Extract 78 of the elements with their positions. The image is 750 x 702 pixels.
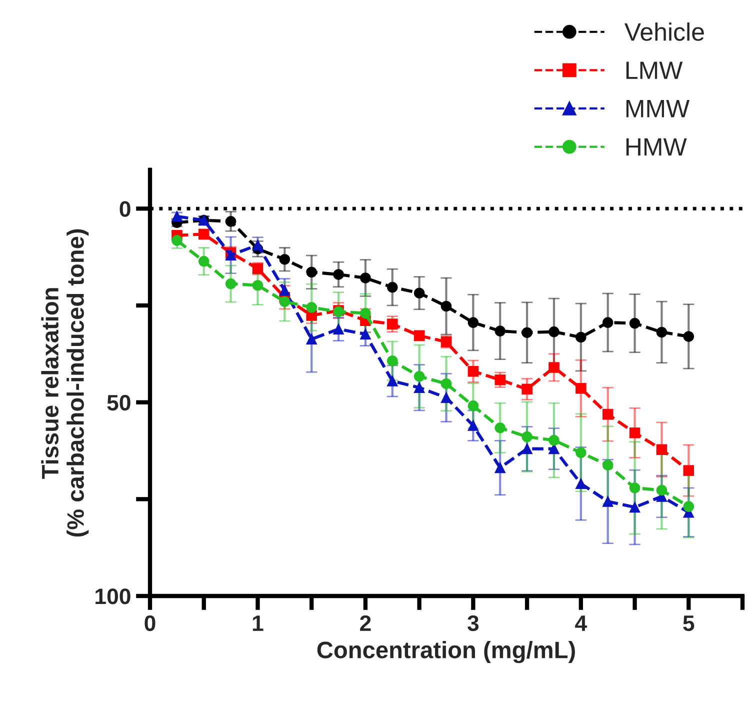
point	[656, 326, 668, 338]
point	[576, 478, 586, 490]
point	[602, 408, 614, 420]
point	[683, 501, 694, 512]
point	[548, 434, 560, 446]
point	[494, 374, 506, 386]
point	[252, 240, 264, 250]
point	[387, 355, 398, 366]
point	[629, 318, 640, 329]
point	[522, 431, 532, 442]
point	[522, 443, 532, 454]
point	[306, 302, 317, 313]
point	[387, 376, 398, 386]
point	[279, 296, 290, 307]
point	[468, 366, 479, 377]
point	[225, 216, 236, 227]
point	[576, 332, 586, 343]
y-tick-label: 0	[120, 201, 130, 217]
x-axis-title: Concentration (mg/mL)	[317, 641, 575, 664]
point	[387, 282, 398, 293]
legend-label: HMW	[626, 138, 687, 156]
point	[522, 327, 532, 338]
point	[468, 317, 479, 328]
point	[414, 370, 425, 382]
y-tick-label: 100	[96, 588, 130, 604]
legend-label: LMW	[626, 62, 683, 79]
point	[602, 460, 614, 470]
point	[333, 324, 344, 334]
point	[494, 462, 506, 474]
x-tick-label: 2	[360, 615, 371, 631]
point	[360, 272, 371, 284]
point	[440, 336, 452, 348]
point	[306, 334, 317, 345]
point	[656, 484, 668, 496]
legend-label: MMW	[626, 100, 690, 118]
point	[172, 235, 182, 246]
point	[360, 328, 371, 340]
point	[494, 326, 506, 336]
point	[387, 318, 398, 330]
point	[440, 378, 452, 390]
y-axis-title: Tissue relaxation (% carbachol-induced tone)	[41, 229, 89, 537]
point	[279, 254, 290, 265]
point	[252, 280, 264, 291]
point	[468, 420, 479, 431]
point	[225, 278, 236, 290]
point	[333, 269, 344, 280]
point	[440, 300, 452, 312]
point	[198, 228, 210, 240]
point	[494, 422, 506, 434]
x-tick-label: 5	[683, 616, 694, 632]
point	[306, 266, 317, 278]
point	[683, 465, 694, 476]
x-tick-label: 4	[575, 616, 587, 631]
point	[414, 288, 425, 298]
point	[548, 326, 560, 338]
point	[198, 256, 210, 267]
x-tick-label: 1	[252, 616, 264, 631]
point	[225, 250, 236, 260]
point	[683, 331, 694, 342]
point	[629, 482, 640, 494]
legend-label: Vehicle	[624, 22, 704, 41]
point	[576, 382, 586, 394]
y-tick-label: 50	[107, 394, 130, 411]
point	[279, 284, 290, 296]
x-tick-label: 3	[468, 615, 479, 632]
point	[360, 308, 371, 319]
point	[414, 382, 425, 393]
point	[602, 496, 614, 507]
x-tick-label: 0	[144, 615, 156, 632]
point	[440, 392, 452, 404]
point	[576, 447, 586, 458]
point	[656, 444, 668, 455]
point	[629, 502, 640, 513]
point	[602, 317, 614, 328]
point	[468, 400, 479, 412]
point	[522, 384, 532, 395]
point	[548, 362, 560, 373]
point	[629, 428, 640, 438]
